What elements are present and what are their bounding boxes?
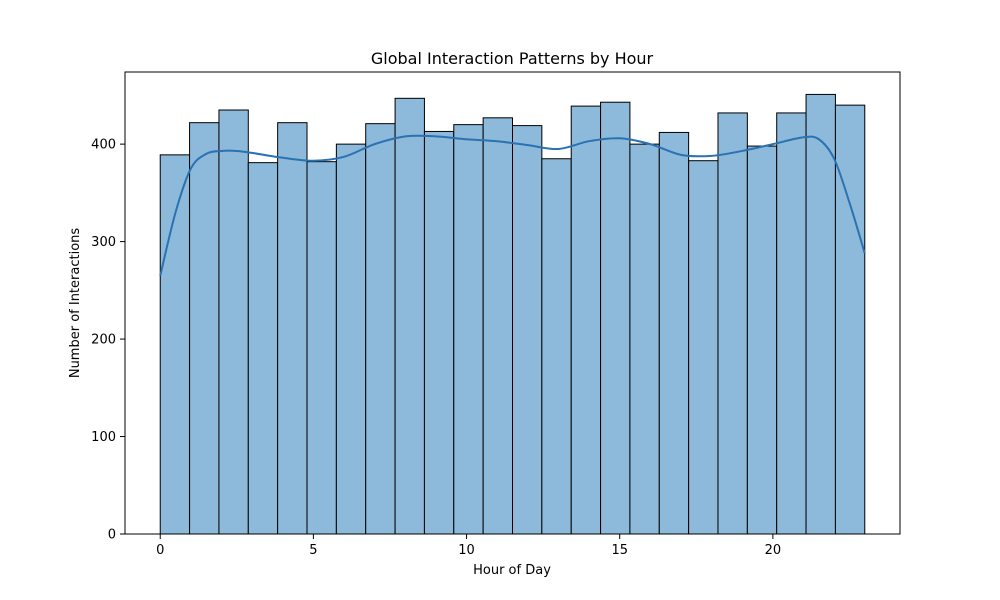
bar-hour-bin-23 — [834, 104, 866, 535]
bar-hour-bin-8 — [394, 97, 425, 535]
y-tick-label-400: 400 — [91, 138, 116, 153]
bar-hour-bin-16 — [629, 143, 660, 535]
x-axis-label: Hour of Day — [473, 563, 551, 578]
bar-hour-bin-13 — [541, 158, 572, 535]
bar-hour-bin-10 — [453, 124, 484, 535]
bar-hour-bin-17 — [658, 131, 690, 535]
bar-hour-bin-4 — [277, 122, 308, 535]
x-tick-label-5: 5 — [309, 543, 317, 558]
y-tick-label-300: 300 — [91, 235, 116, 250]
bar-hour-bin-6 — [335, 143, 367, 535]
bar-hour-bin-3 — [247, 162, 279, 535]
x-axis: 0 5 10 15 20 — [156, 534, 781, 558]
bar-hour-bin-14 — [570, 105, 602, 535]
kde-line — [159, 134, 866, 276]
x-tick-label-15: 15 — [611, 543, 628, 558]
bar-hour-bin-5 — [306, 161, 337, 535]
bar-hour-bin-1 — [189, 122, 220, 535]
bar-hour-bin-12 — [512, 125, 543, 535]
y-tick-label-100: 100 — [91, 430, 116, 445]
chart-title: Global Interaction Patterns by Hour — [371, 49, 654, 68]
bar-hour-bin-18 — [688, 160, 719, 535]
bar-hour-bin-21 — [776, 112, 807, 535]
bar-hour-bin-11 — [482, 117, 513, 535]
plot-frame — [124, 71, 901, 535]
x-tick-label-0: 0 — [156, 543, 164, 558]
bar-hour-bin-22 — [805, 93, 836, 535]
bar-hour-bin-7 — [365, 123, 396, 535]
y-tick-label-200: 200 — [91, 333, 116, 348]
histogram-bars — [159, 93, 866, 535]
y-axis-label: Number of Interactions — [68, 228, 83, 379]
bar-hour-bin-2 — [218, 109, 249, 535]
bar-hour-bin-9 — [423, 130, 455, 535]
bar-hour-bin-15 — [600, 101, 631, 535]
y-tick-label-0: 0 — [108, 528, 116, 543]
bar-hour-bin-19 — [717, 112, 748, 535]
y-axis: 0 100 200 300 400 — [91, 138, 125, 543]
x-tick-label-20: 20 — [765, 543, 782, 558]
x-tick-label-10: 10 — [458, 543, 475, 558]
bar-hour-bin-20 — [746, 145, 778, 535]
